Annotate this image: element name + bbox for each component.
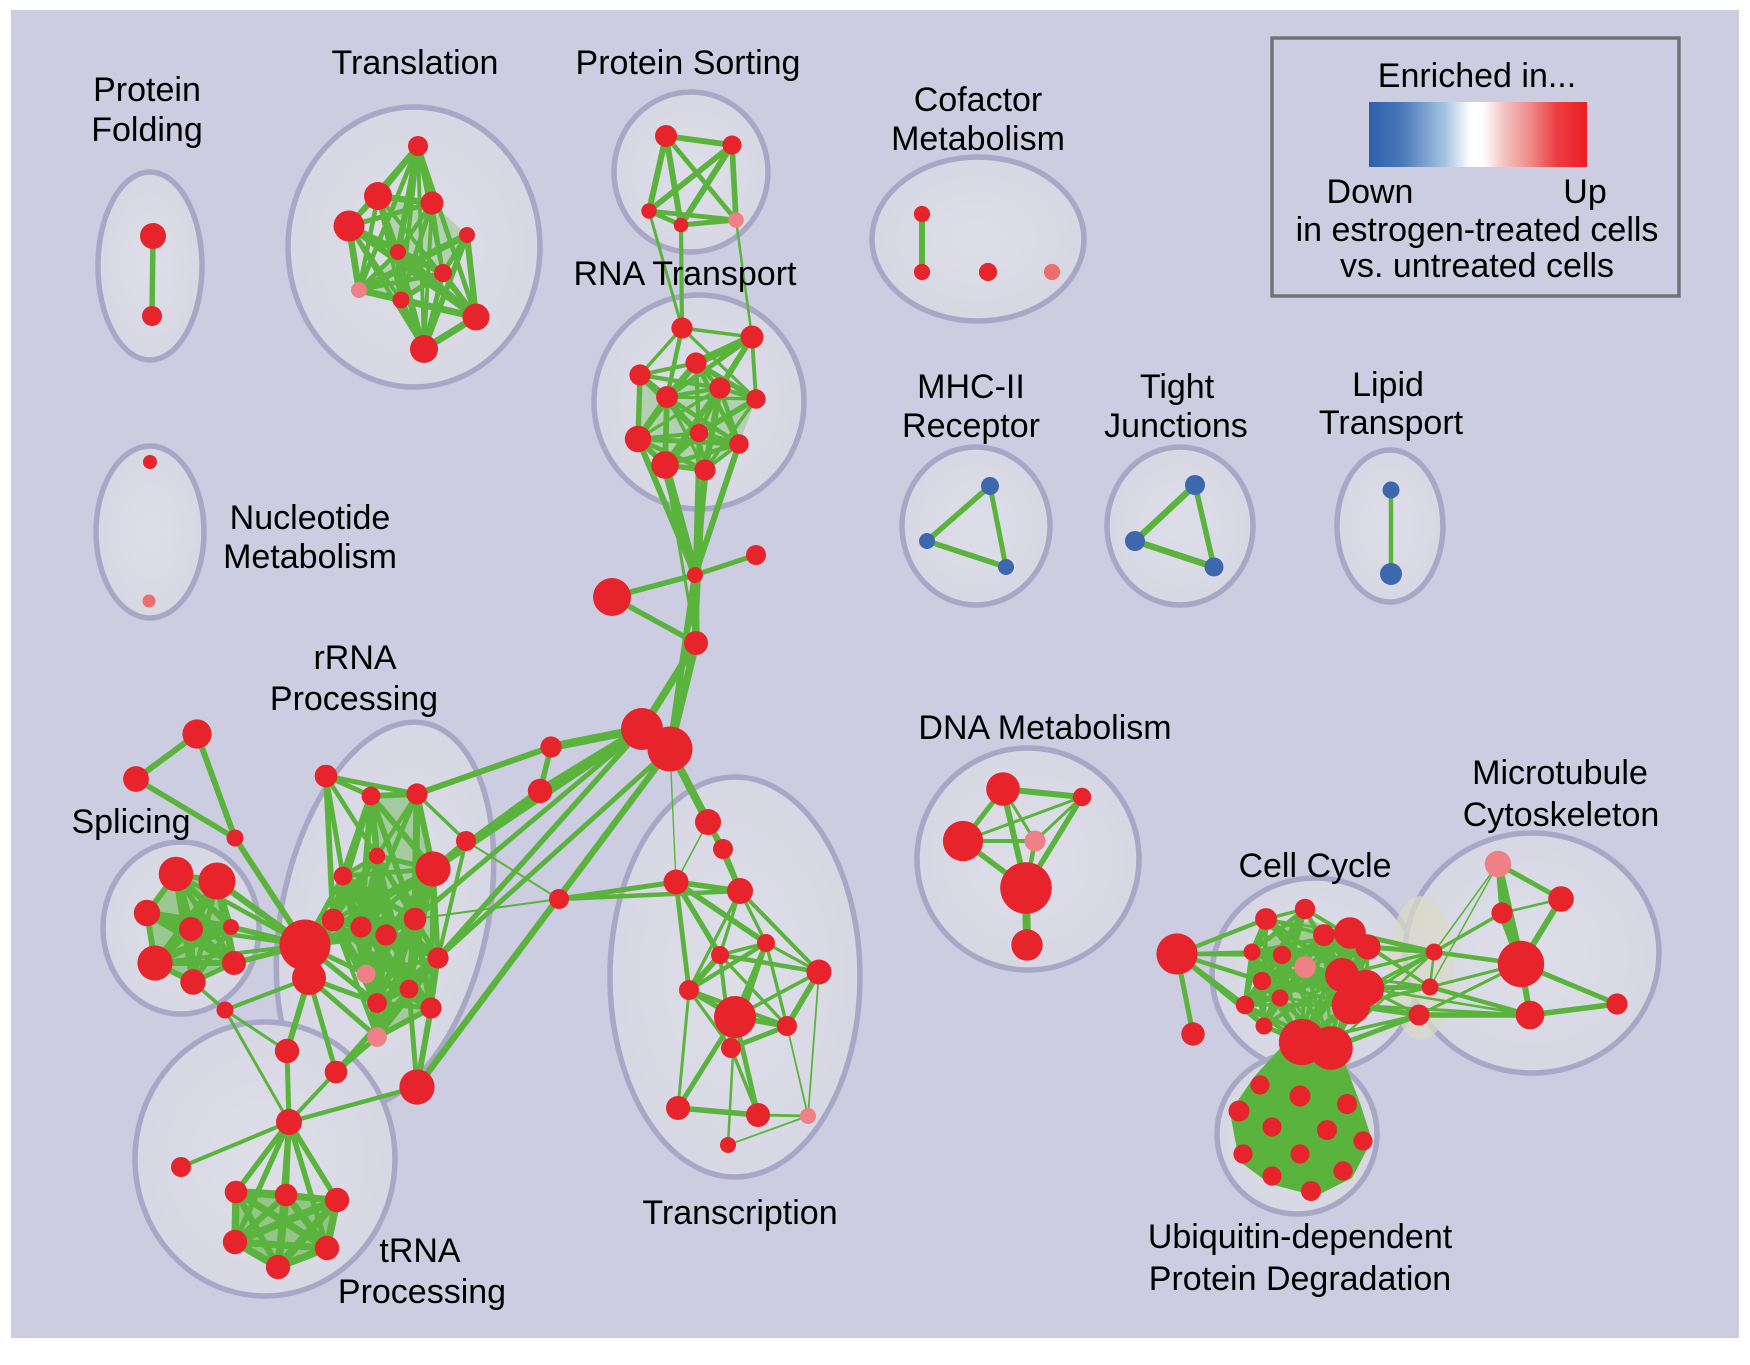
svg-text:in estrogen-treated cells: in estrogen-treated cells: [1296, 211, 1659, 249]
svg-text:Translation: Translation: [332, 44, 499, 82]
svg-text:Transport: Transport: [1319, 404, 1464, 442]
svg-text:Cofactor: Cofactor: [914, 81, 1043, 119]
svg-text:Enriched in...: Enriched in...: [1378, 57, 1576, 95]
svg-text:MHC-II: MHC-II: [917, 368, 1025, 406]
svg-text:Ubiquitin-dependent: Ubiquitin-dependent: [1148, 1218, 1453, 1256]
svg-text:Junctions: Junctions: [1104, 407, 1248, 445]
svg-text:Folding: Folding: [91, 111, 203, 149]
svg-text:Metabolism: Metabolism: [223, 538, 397, 576]
svg-text:Lipid: Lipid: [1352, 366, 1424, 404]
svg-text:Processing: Processing: [270, 680, 438, 718]
svg-text:Transcription: Transcription: [642, 1194, 837, 1232]
svg-text:Cell Cycle: Cell Cycle: [1238, 847, 1391, 885]
svg-text:Protein Sorting: Protein Sorting: [576, 44, 801, 82]
svg-text:RNA Transport: RNA Transport: [574, 255, 798, 293]
svg-text:Microtubule: Microtubule: [1472, 754, 1648, 792]
svg-text:Cytoskeleton: Cytoskeleton: [1463, 796, 1660, 834]
svg-text:Nucleotide: Nucleotide: [230, 499, 391, 537]
svg-text:Protein: Protein: [93, 71, 201, 109]
svg-text:Processing: Processing: [338, 1273, 506, 1311]
svg-text:tRNA: tRNA: [379, 1232, 461, 1270]
svg-text:Metabolism: Metabolism: [891, 120, 1065, 158]
svg-text:Receptor: Receptor: [902, 407, 1040, 445]
svg-text:DNA Metabolism: DNA Metabolism: [918, 709, 1171, 747]
svg-text:Up: Up: [1563, 173, 1606, 211]
svg-text:Protein Degradation: Protein Degradation: [1149, 1260, 1451, 1298]
svg-text:vs. untreated cells: vs. untreated cells: [1340, 247, 1614, 285]
svg-text:Splicing: Splicing: [71, 803, 190, 841]
svg-text:Tight: Tight: [1140, 368, 1215, 406]
svg-text:rRNA: rRNA: [313, 639, 396, 677]
svg-text:Down: Down: [1327, 173, 1414, 211]
